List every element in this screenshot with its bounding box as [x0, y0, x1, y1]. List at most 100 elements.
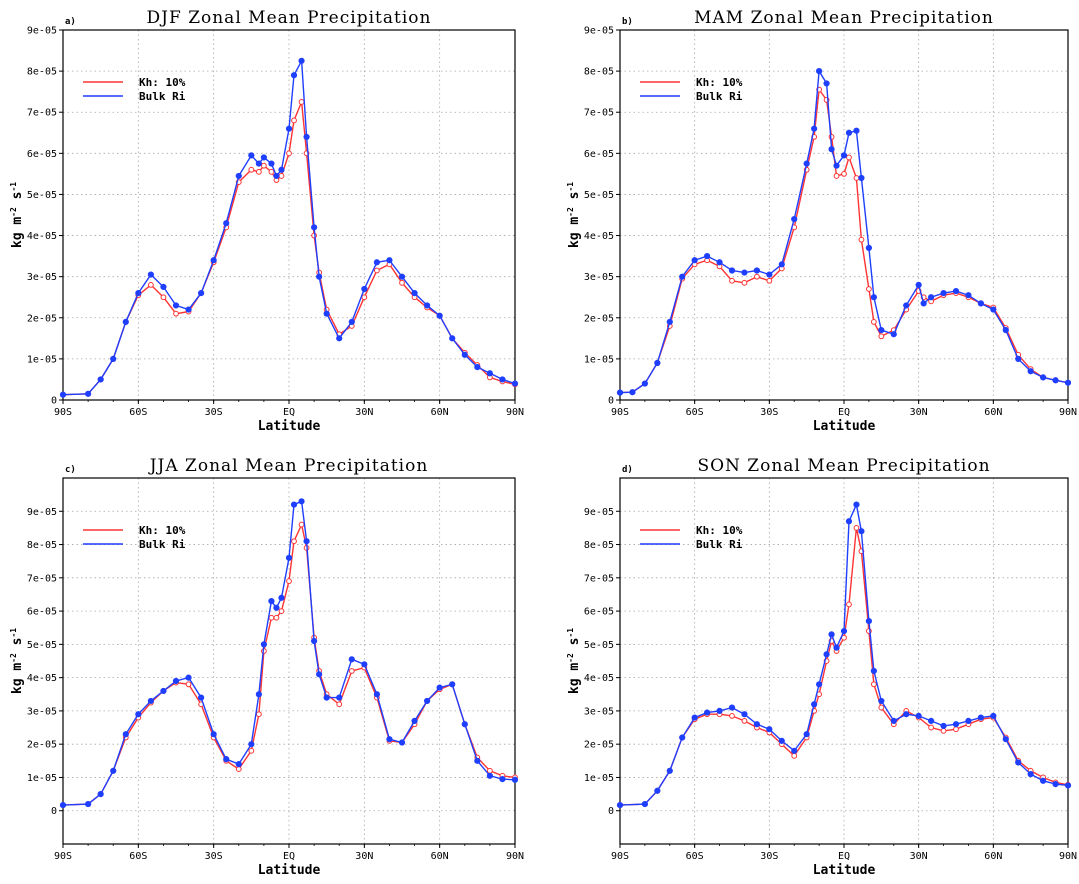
data-point-bulk	[210, 257, 217, 264]
data-point-bulk	[915, 712, 922, 720]
data-point-bulk	[298, 57, 305, 64]
ytick-label-2: 2e-05	[584, 313, 614, 324]
xtick-label-4: 30N	[355, 851, 373, 862]
data-point-bulk	[303, 133, 310, 140]
data-point-kh	[853, 175, 860, 181]
x-axis-label-mam: Latitude	[813, 419, 876, 434]
data-point-bulk	[511, 776, 519, 783]
ytick-label-3: 3e-05	[584, 706, 614, 717]
data-point-kh	[248, 747, 255, 754]
ytick-label-4: 4e-05	[584, 673, 614, 684]
data-point-bulk	[616, 389, 624, 396]
data-point-kh	[248, 166, 255, 173]
data-point-bulk	[1015, 355, 1022, 362]
y-axis-label-text: kg m	[10, 217, 25, 248]
panel-mam: 90S 60S 30S EQ 30N 60N 90N 0 1e-05 2e-05 3e-05 4e-0…	[540, 0, 1079, 442]
ytick-label-9: 9e-05	[584, 26, 614, 37]
data-point-bulk	[361, 661, 368, 668]
data-point-bulk	[903, 711, 910, 718]
data-point-bulk	[278, 594, 285, 601]
series-line-bulk	[619, 68, 1069, 394]
data-point-bulk	[741, 269, 748, 276]
data-point-bulk	[1027, 368, 1034, 375]
data-point-bulk	[1064, 782, 1072, 789]
data-point-bulk	[486, 370, 493, 377]
data-point-bulk	[336, 694, 343, 701]
ytick-label-6: 6e-05	[584, 607, 614, 618]
legend-label-1: Bulk Ri	[139, 90, 186, 103]
xtick-label-3: EQ	[283, 851, 295, 862]
ytick-label-5: 5e-05	[584, 190, 614, 201]
ytick-label-7: 7e-05	[584, 573, 614, 584]
data-point-bulk	[629, 389, 636, 396]
data-point-kh	[147, 281, 154, 288]
series-line-bulk	[62, 58, 516, 396]
data-point-kh	[268, 168, 275, 175]
data-point-bulk	[298, 498, 305, 505]
data-point-bulk	[255, 691, 262, 698]
data-point-kh	[846, 154, 852, 161]
grid-jja	[63, 478, 515, 844]
data-point-bulk	[903, 302, 910, 309]
chart-jja: 90S 60S 30S EQ 30N 60N 90N 0 1e-05 2e-05 3e-05 4e-0…	[9, 456, 524, 878]
data-point-bulk	[273, 604, 280, 611]
data-point-bulk	[424, 697, 431, 705]
ytick-label-7: 7e-05	[27, 108, 57, 119]
series-kh-son	[617, 525, 1071, 808]
data-point-kh	[741, 717, 748, 724]
data-point-bulk	[185, 674, 192, 681]
data-point-bulk	[449, 335, 456, 342]
data-point-bulk	[666, 318, 673, 325]
ytick-label-1: 1e-05	[27, 773, 57, 784]
xtick-label-0: 90S	[611, 407, 629, 418]
series-line-kh	[62, 522, 516, 806]
y-axis-label-superscript: -1	[566, 182, 575, 192]
data-point-bulk	[915, 281, 922, 288]
xtick-label-3: EQ	[838, 851, 850, 862]
y-axis-label-superscript: -1	[9, 182, 18, 192]
xtick-label-2: 30S	[760, 851, 778, 862]
data-point-bulk	[716, 707, 723, 715]
data-point-kh	[766, 277, 773, 284]
data-point-bulk	[110, 767, 117, 774]
data-point-bulk	[803, 160, 810, 167]
data-point-bulk	[135, 290, 142, 297]
legend-djf: Kh: 10%Bulk Ri	[83, 76, 186, 103]
data-point-bulk	[316, 671, 323, 678]
xtick-label-0: 90S	[54, 407, 72, 418]
data-point-bulk	[823, 80, 830, 87]
data-point-bulk	[285, 125, 293, 132]
data-point-bulk	[840, 627, 848, 635]
data-point-bulk	[679, 734, 686, 741]
data-point-bulk	[865, 617, 872, 625]
y-axis-label-superscript: -2	[566, 653, 575, 663]
chart-title-mam: MAM Zonal Mean Precipitation	[694, 8, 994, 28]
data-point-kh	[255, 711, 262, 718]
data-point-kh	[298, 521, 305, 528]
legend-label-1: Bulk Ri	[696, 538, 743, 551]
y-axis-label-text: kg m	[567, 217, 582, 248]
ytick-label-0: 0	[608, 396, 614, 407]
y-axis-label-superscript: -2	[9, 207, 18, 217]
data-point-kh	[870, 318, 877, 325]
data-point-bulk	[285, 554, 293, 561]
data-point-bulk	[147, 271, 154, 278]
data-point-bulk	[316, 273, 323, 280]
data-point-bulk	[348, 318, 355, 325]
ytick-label-2: 2e-05	[27, 740, 57, 751]
data-point-bulk	[185, 306, 192, 313]
data-point-bulk	[411, 717, 418, 724]
xtick-label-0: 90S	[54, 851, 72, 862]
data-point-bulk	[823, 651, 830, 658]
data-point-bulk	[511, 380, 519, 387]
data-point-kh	[185, 681, 192, 688]
ytick-label-9: 9e-05	[27, 26, 57, 37]
data-point-kh	[361, 294, 368, 301]
xtick-label-2: 30S	[205, 851, 223, 862]
data-point-kh	[870, 681, 877, 688]
data-point-bulk	[704, 253, 711, 260]
xtick-label-4: 30N	[910, 407, 928, 418]
data-point-bulk	[474, 757, 481, 764]
data-point-bulk	[778, 737, 785, 744]
data-point-bulk	[461, 721, 468, 728]
